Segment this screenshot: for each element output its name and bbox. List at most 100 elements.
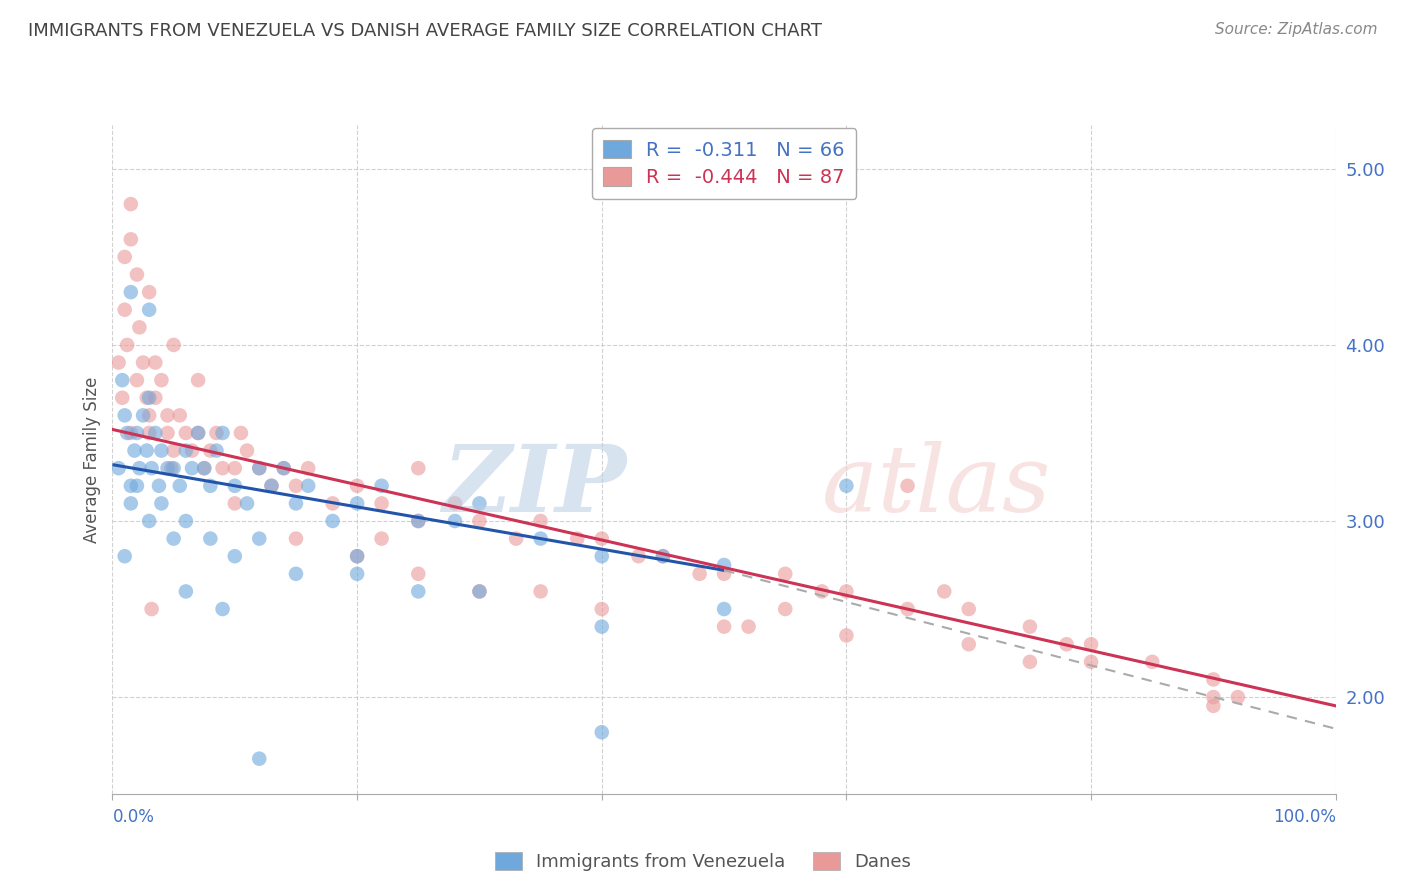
Point	[135, 391, 157, 405]
Point	[138, 409, 160, 423]
Point	[370, 532, 392, 546]
Point	[114, 302, 136, 317]
Point	[652, 549, 675, 564]
Point	[120, 285, 142, 300]
Point	[193, 461, 215, 475]
Point	[141, 461, 163, 475]
Point	[114, 250, 136, 264]
Point	[1080, 637, 1102, 651]
Point	[163, 338, 186, 352]
Point	[591, 602, 613, 616]
Point	[174, 425, 197, 440]
Point	[247, 532, 270, 546]
Point	[143, 425, 166, 440]
Point	[125, 479, 148, 493]
Point	[236, 496, 259, 510]
Point	[160, 461, 183, 475]
Point	[897, 479, 920, 493]
Point	[138, 514, 160, 528]
Point	[141, 602, 163, 616]
Point	[713, 602, 735, 616]
Point	[1202, 690, 1225, 704]
Point	[193, 461, 215, 475]
Point	[187, 425, 209, 440]
Point	[713, 558, 735, 572]
Point	[120, 197, 142, 211]
Point	[187, 373, 209, 387]
Point	[156, 409, 179, 423]
Point	[1056, 637, 1078, 651]
Point	[591, 619, 613, 633]
Point	[174, 584, 197, 599]
Point	[444, 514, 467, 528]
Point	[897, 602, 920, 616]
Point	[468, 496, 491, 510]
Point	[370, 496, 392, 510]
Point	[1142, 655, 1164, 669]
Point	[132, 409, 155, 423]
Point	[444, 496, 467, 510]
Point	[468, 514, 491, 528]
Point	[236, 443, 259, 458]
Point	[567, 532, 589, 546]
Point	[156, 425, 179, 440]
Point	[205, 425, 228, 440]
Point	[115, 338, 138, 352]
Point	[468, 584, 491, 599]
Point	[200, 532, 222, 546]
Point	[1080, 655, 1102, 669]
Point	[370, 479, 392, 493]
Point	[835, 628, 858, 642]
Point	[934, 584, 956, 599]
Text: 0.0%: 0.0%	[112, 808, 155, 826]
Point	[591, 532, 613, 546]
Point	[200, 443, 222, 458]
Point	[775, 566, 797, 581]
Point	[174, 514, 197, 528]
Point	[468, 584, 491, 599]
Point	[247, 752, 270, 766]
Point	[1226, 690, 1249, 704]
Point	[408, 566, 430, 581]
Text: Source: ZipAtlas.com: Source: ZipAtlas.com	[1215, 22, 1378, 37]
Point	[529, 532, 551, 546]
Point	[260, 479, 283, 493]
Point	[163, 532, 186, 546]
Point	[408, 514, 430, 528]
Text: 100.0%: 100.0%	[1272, 808, 1336, 826]
Point	[120, 425, 142, 440]
Point	[505, 532, 527, 546]
Text: ZIP: ZIP	[441, 442, 626, 531]
Point	[284, 479, 308, 493]
Point	[297, 479, 319, 493]
Point	[120, 479, 142, 493]
Point	[591, 725, 613, 739]
Point	[627, 549, 650, 564]
Point	[713, 619, 735, 633]
Point	[346, 566, 368, 581]
Point	[148, 479, 170, 493]
Point	[138, 425, 160, 440]
Text: atlas: atlas	[823, 442, 1052, 531]
Point	[143, 355, 166, 369]
Legend: R =  -0.311   N = 66, R =  -0.444   N = 87: R = -0.311 N = 66, R = -0.444 N = 87	[592, 128, 856, 199]
Point	[652, 549, 675, 564]
Point	[169, 409, 191, 423]
Point	[529, 584, 551, 599]
Point	[775, 602, 797, 616]
Point	[229, 425, 252, 440]
Point	[408, 461, 430, 475]
Point	[408, 584, 430, 599]
Point	[346, 549, 368, 564]
Point	[247, 461, 270, 475]
Point	[128, 320, 150, 334]
Point	[591, 549, 613, 564]
Point	[125, 373, 148, 387]
Point	[297, 461, 319, 475]
Point	[284, 496, 308, 510]
Point	[163, 443, 186, 458]
Point	[408, 514, 430, 528]
Point	[273, 461, 295, 475]
Point	[107, 461, 129, 475]
Point	[138, 391, 160, 405]
